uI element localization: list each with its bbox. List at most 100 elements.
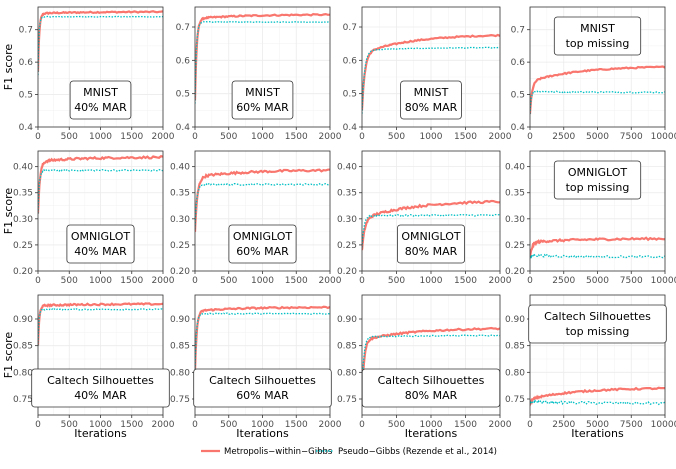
panel-label-box	[553, 160, 642, 200]
y-tick-label: 0.25	[505, 241, 525, 251]
y-tick-label: 0.80	[13, 368, 33, 378]
x-tick-label: 0	[192, 276, 198, 286]
y-tick-label: 0.6	[511, 58, 526, 68]
series-line-mwg	[38, 155, 163, 214]
series-line-mwg	[530, 236, 665, 259]
y-tick-label: 0.80	[337, 368, 357, 378]
legend-label-pseudo-gibbs: Pseudo−Gibbs (Rezende et al., 2014)	[338, 447, 497, 457]
x-tick-label: 0	[35, 276, 41, 286]
series-line-mwg	[362, 33, 500, 111]
y-tick-label: 0.35	[170, 189, 190, 199]
panel-label: MNIST 60% MAR	[231, 80, 294, 120]
panel-label-box	[193, 368, 332, 408]
panel-label-box	[31, 368, 170, 408]
x-tick-label: 2000	[319, 276, 342, 286]
x-tick-label: 1000	[251, 132, 274, 142]
panel: 0 500 1000 1500 2000 0.20 0.25 0.30 0.35 0.40 OMNI…	[170, 150, 342, 286]
series-group	[195, 12, 330, 104]
series-group	[195, 305, 330, 373]
series-group	[38, 155, 163, 214]
x-tick-label: 1500	[285, 276, 308, 286]
x-tick-label: 1000	[251, 276, 274, 286]
panel-label-box	[400, 80, 462, 120]
y-tick-label: 0.35	[13, 189, 33, 199]
y-tick-label: 0.7	[176, 23, 190, 33]
legend-label-mwg: Metropolis−within−Gibbs	[224, 447, 333, 457]
panel-label: OMNIGLOT 80% MAR	[396, 224, 465, 264]
panel-label-text: 80% MAR	[405, 389, 458, 402]
x-tick-label: 500	[61, 132, 78, 142]
y-tick-label: 0.6	[176, 56, 191, 66]
panel-label-box	[396, 224, 465, 264]
x-tick-label: 0	[35, 420, 41, 430]
panel: 0 500 1000 1500 2000 0.20 0.25 0.30 0.35 0.40 OMNI…	[13, 150, 175, 286]
panel-label: MNIST 80% MAR	[400, 80, 462, 120]
y-tick-label: 0.4	[511, 123, 526, 133]
x-axis-title: Iterations	[571, 427, 624, 440]
panel-label-box	[553, 16, 642, 56]
panel: 0 500 1000 1500 2000 0.4 0.5 0.6 0.7 MNIST 80% MAR	[343, 6, 512, 142]
panel-label-text: OMNIGLOT	[401, 230, 461, 243]
series-line-pseudo-gibbs	[195, 20, 330, 104]
panel-label-text: OMNIGLOT	[568, 166, 628, 179]
panel-border	[37, 6, 164, 128]
x-tick-label: 1000	[251, 420, 274, 430]
x-tick-label: 1500	[120, 420, 143, 430]
panel: 0250050007500100000.750.800.850.90Caltec…	[505, 294, 676, 430]
x-tick-label: 2000	[319, 132, 342, 142]
series-line-pseudo-gibbs	[362, 46, 500, 114]
x-tick-label: 0	[192, 132, 198, 142]
panel-label-text: Caltech Silhouettes	[544, 310, 651, 323]
y-tick-label: 0.30	[337, 215, 357, 225]
x-tick-label: 1000	[89, 420, 112, 430]
panel-label-box	[228, 224, 297, 264]
panel-label-text: MNIST	[83, 86, 118, 99]
panel-label: OMNIGLOT top missing	[553, 160, 642, 200]
x-tick-label: 1500	[454, 132, 477, 142]
y-tick-label: 0.85	[170, 342, 190, 352]
x-tick-label: 1500	[285, 420, 308, 430]
panel-label-text: top missing	[566, 325, 630, 338]
panel-border	[194, 150, 331, 272]
y-tick-label: 0.40	[505, 163, 525, 173]
x-tick-label: 2500	[552, 420, 575, 430]
y-tick-label: 0.40	[337, 163, 357, 173]
y-axis-title: F1 score	[2, 332, 15, 379]
y-tick-label: 0.6	[19, 58, 34, 68]
y-tick-label: 0.20	[13, 267, 33, 277]
series-group	[530, 386, 665, 407]
x-tick-label: 1000	[420, 132, 443, 142]
x-tick-label: 1500	[120, 276, 143, 286]
y-tick-label: 0.5	[176, 90, 190, 100]
x-axis-title: Iterations	[236, 427, 289, 440]
x-tick-label: 500	[388, 420, 405, 430]
y-tick-label: 0.5	[19, 91, 33, 101]
series-line-mwg	[530, 386, 665, 407]
panel-label-text: Caltech Silhouettes	[378, 374, 485, 387]
x-axis-title: Iterations	[405, 427, 458, 440]
x-tick-label: 1000	[420, 420, 443, 430]
x-tick-label: 7500	[620, 132, 643, 142]
series-line-pseudo-gibbs	[38, 168, 163, 214]
x-tick-label: 1500	[454, 276, 477, 286]
y-tick-label: 0.30	[170, 215, 190, 225]
y-tick-label: 0.4	[343, 123, 358, 133]
x-tick-label: 2000	[319, 420, 342, 430]
y-tick-label: 0.75	[505, 395, 525, 405]
panel: 0 500 1000 1500 2000 0.75 0.80 0.85 0.90 Caltech …	[170, 294, 342, 430]
x-tick-label: 5000	[586, 420, 609, 430]
series-line-pseudo-gibbs	[362, 334, 500, 400]
series-group	[362, 326, 500, 400]
panel-label-text: OMNIGLOT	[233, 230, 293, 243]
panel-label-text: 60% MAR	[236, 245, 289, 258]
y-tick-label: 0.20	[505, 267, 525, 277]
series-line-mwg	[195, 12, 330, 101]
legend: Metropolis−within−Gibbs Pseudo−Gibbs (Rez…	[201, 447, 497, 457]
x-tick-label: 1500	[285, 132, 308, 142]
x-tick-label: 1000	[420, 276, 443, 286]
panel: 0 500 1000 1500 2000 0.4 0.5 0.6 0.7 MNIST 40% MAR	[19, 6, 175, 142]
series-line-pseudo-gibbs	[38, 308, 163, 346]
